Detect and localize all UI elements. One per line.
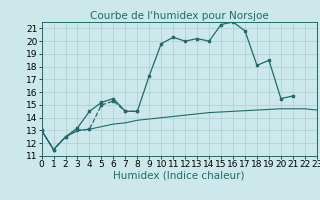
X-axis label: Humidex (Indice chaleur): Humidex (Indice chaleur): [114, 171, 245, 181]
Title: Courbe de l'humidex pour Norsjoe: Courbe de l'humidex pour Norsjoe: [90, 11, 268, 21]
